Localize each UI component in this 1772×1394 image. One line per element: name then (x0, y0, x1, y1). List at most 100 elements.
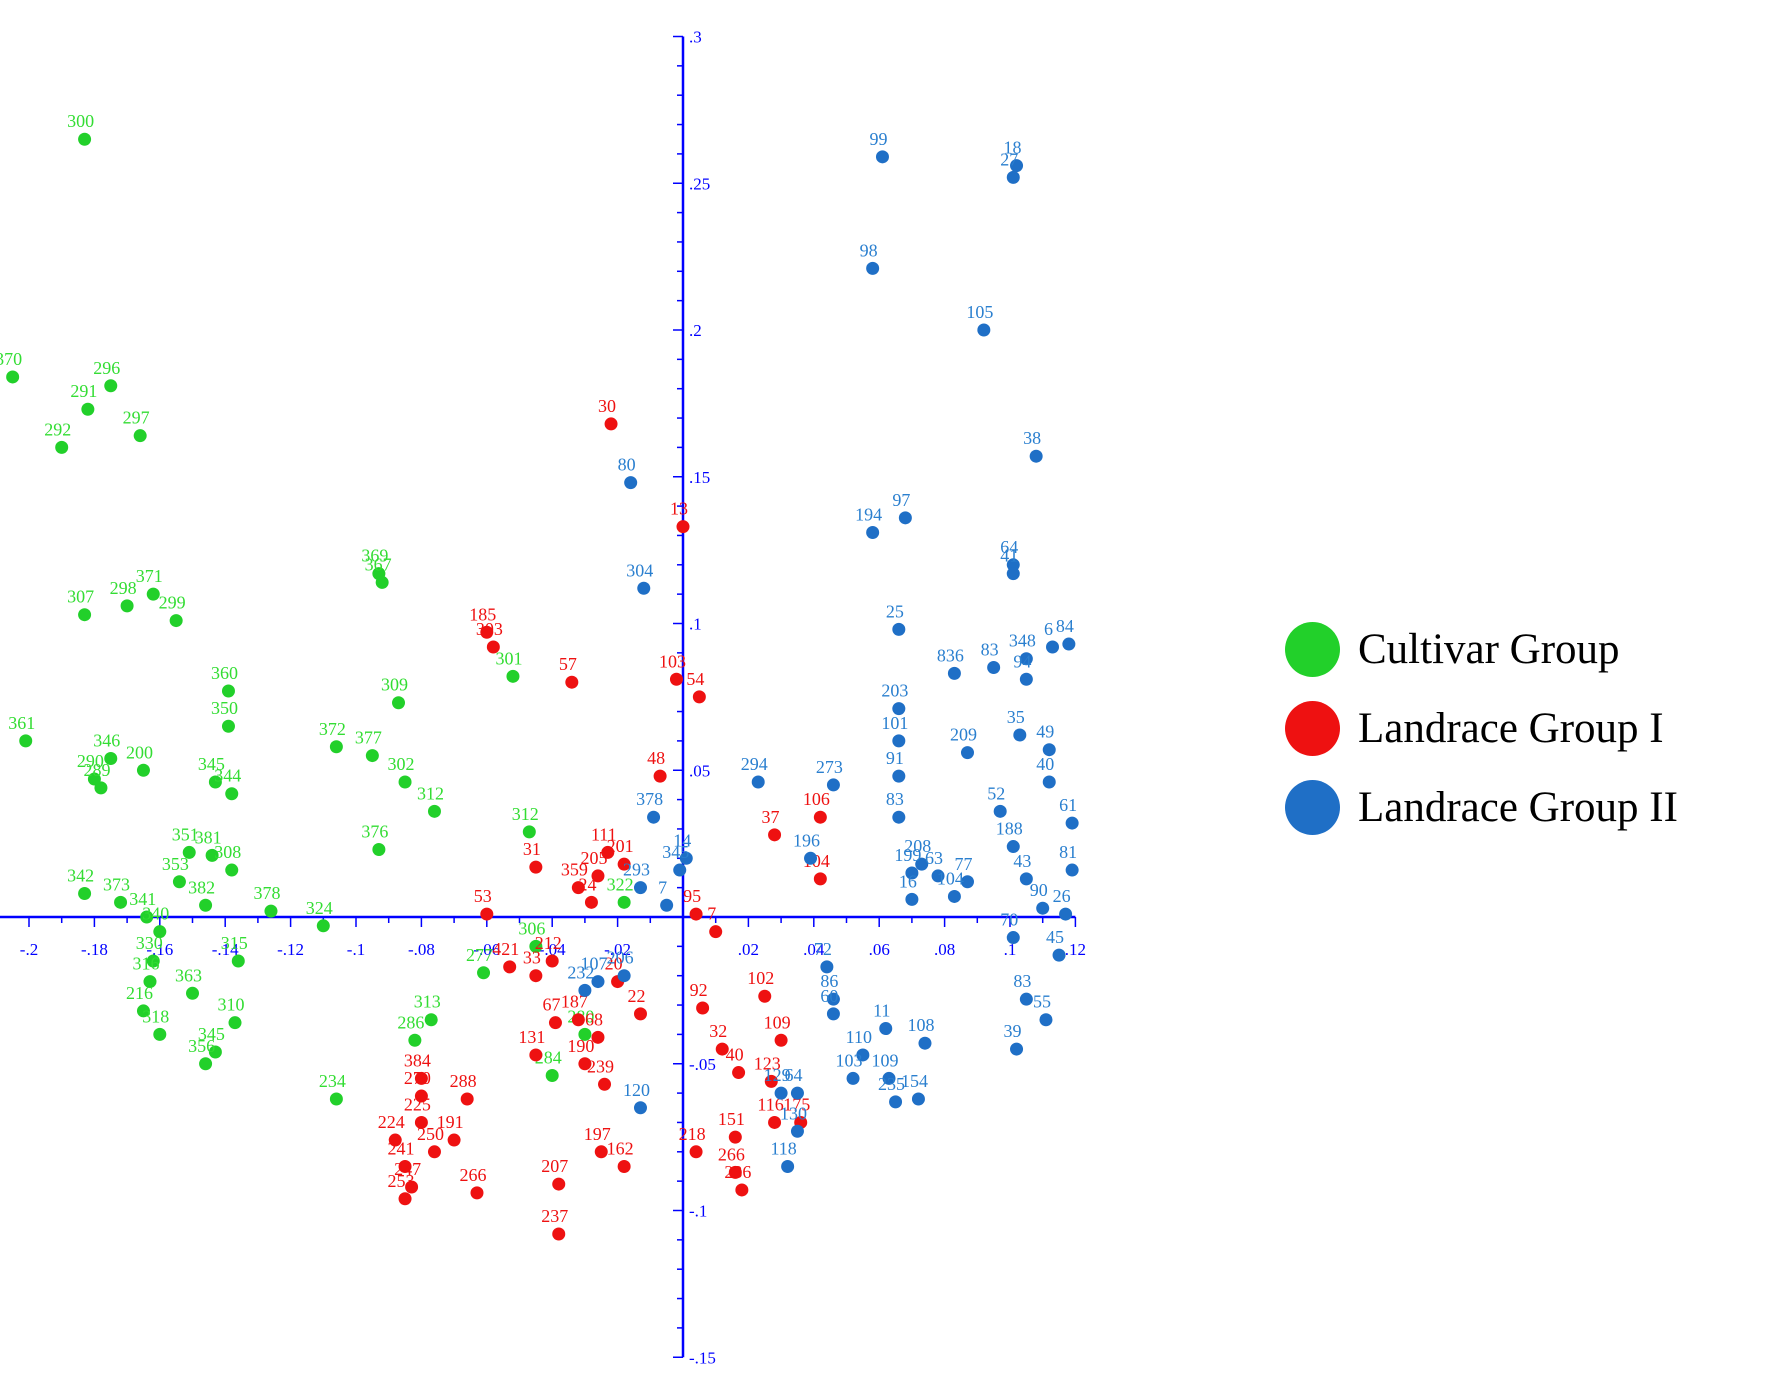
data-point (696, 1001, 710, 1015)
data-point (633, 1101, 647, 1115)
data-point (529, 939, 543, 953)
point-label: 322 (607, 874, 634, 894)
y-tick-label: .25 (689, 174, 710, 193)
point-label: 346 (93, 731, 120, 751)
data-point (225, 787, 239, 801)
y-tick-label: -.05 (689, 1055, 716, 1074)
data-point (329, 740, 343, 754)
data-point (529, 860, 543, 874)
point-label: 342 (67, 866, 94, 886)
data-points: 3003702962912972923072983712993693673013… (0, 111, 1079, 1241)
data-point (728, 1130, 742, 1144)
point-label: 309 (381, 675, 408, 695)
point-label: 203 (881, 681, 908, 701)
point-label: 378 (253, 883, 280, 903)
data-point (1019, 992, 1033, 1006)
x-tick-label: .02 (738, 940, 759, 959)
data-point (1039, 1013, 1053, 1027)
data-point (545, 1068, 559, 1082)
series-1: 3003702962912972923072983712993693673013… (0, 111, 634, 1106)
point-label: 306 (518, 918, 545, 938)
point-label: 64 (1000, 537, 1018, 557)
axes: -.22-.2-.18-.16-.14-.12-.1-.08-.06-.04-.… (0, 28, 1086, 1367)
data-point (1019, 872, 1033, 886)
point-label: 111 (591, 824, 617, 844)
data-point (1065, 863, 1079, 877)
data-point (503, 960, 517, 974)
point-label: 77 (954, 854, 972, 874)
data-point (388, 1133, 402, 1147)
data-point (624, 476, 638, 490)
point-label: 303 (476, 619, 503, 639)
data-point (1006, 840, 1020, 854)
data-point (55, 440, 69, 454)
point-label: 55 (1033, 992, 1051, 1012)
data-point (578, 1027, 592, 1041)
data-point (689, 907, 703, 921)
y-tick-label: .05 (689, 761, 710, 780)
point-label: 345 (198, 754, 225, 774)
point-label: 247 (394, 1159, 421, 1179)
point-label: 129 (764, 1065, 791, 1085)
point-label: 341 (129, 889, 156, 909)
data-point (774, 1033, 788, 1047)
point-label: 20 (605, 954, 623, 974)
data-point (480, 907, 494, 921)
data-point (414, 1115, 428, 1129)
point-label: 273 (816, 757, 843, 777)
data-point (892, 769, 906, 783)
data-point (875, 150, 889, 164)
x-tick-label: .1 (1004, 940, 1017, 959)
data-point (947, 666, 961, 680)
data-point (633, 881, 647, 895)
point-label: 209 (950, 725, 977, 745)
point-label: 38 (1023, 428, 1041, 448)
point-label: 13 (670, 499, 688, 519)
point-label: 41 (1000, 546, 1018, 566)
data-point (826, 992, 840, 1006)
point-label: 30 (598, 396, 616, 416)
data-point (1036, 901, 1050, 915)
data-point (153, 925, 167, 939)
point-label: 377 (355, 728, 382, 748)
point-label: 307 (67, 587, 94, 607)
data-point (565, 675, 579, 689)
data-point (1010, 1042, 1024, 1056)
point-label: 27 (1000, 149, 1018, 169)
point-label: 130 (780, 1103, 807, 1123)
point-label: 18 (1004, 138, 1022, 158)
point-label: 361 (8, 713, 35, 733)
point-label: 286 (397, 1012, 424, 1032)
legend-item-landrace-2: Landrace Group II (1285, 768, 1678, 847)
data-point (653, 769, 667, 783)
point-label: 421 (492, 939, 519, 959)
data-point (136, 763, 150, 777)
data-point (529, 969, 543, 983)
data-point (552, 1177, 566, 1191)
point-label: 104 (937, 868, 964, 888)
point-label: 234 (319, 1071, 346, 1091)
data-point (81, 402, 95, 416)
data-point (372, 842, 386, 856)
point-label: 344 (214, 766, 241, 786)
point-label: 302 (388, 754, 415, 774)
point-label: 312 (512, 804, 539, 824)
data-point (205, 848, 219, 862)
point-label: 291 (70, 381, 97, 401)
data-point (846, 1071, 860, 1085)
point-label: 236 (724, 1162, 751, 1182)
point-label: 67 (542, 995, 560, 1015)
point-label: 197 (584, 1124, 611, 1144)
data-point (751, 775, 765, 789)
data-point (146, 587, 160, 601)
data-point (405, 1180, 419, 1194)
point-label: 33 (523, 948, 541, 968)
data-point (231, 954, 245, 968)
legend-label-landrace-2: Landrace Group II (1358, 784, 1678, 831)
point-label: 105 (966, 302, 993, 322)
data-point (647, 810, 661, 824)
data-point (866, 261, 880, 275)
point-label: 225 (404, 1094, 431, 1114)
data-point (673, 863, 687, 877)
